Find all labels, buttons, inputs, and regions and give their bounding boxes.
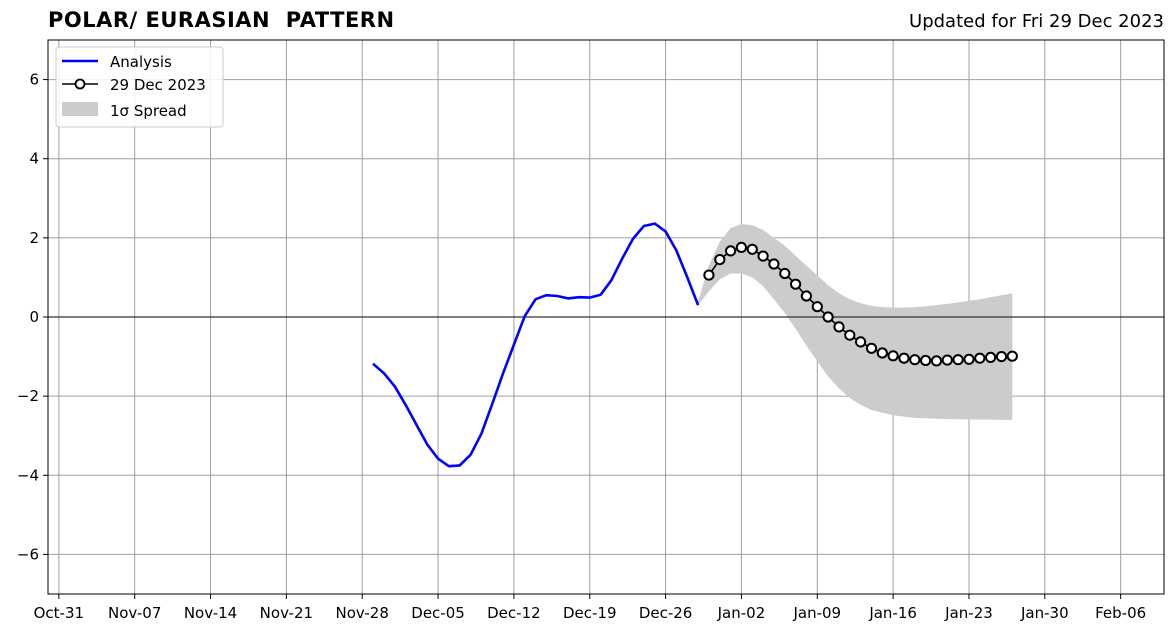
forecast-point	[725, 245, 737, 257]
forecast-point	[887, 350, 899, 362]
x-tick-label: Dec-19	[563, 604, 617, 622]
forecast-point	[757, 250, 769, 262]
analysis-series	[372, 222, 700, 468]
y-tick-label: 4	[29, 150, 39, 168]
forecast-point	[779, 267, 791, 280]
x-tick-label: Jan-02	[717, 604, 766, 622]
axis-ticks: Oct-31 Nov-07 Nov-14 Nov-21 Nov-28 Dec-05 Dec-…	[17, 71, 1146, 622]
x-tick-label: Dec-12	[487, 604, 541, 622]
forecast-point	[1006, 350, 1018, 362]
y-tick-label: 2	[29, 229, 39, 247]
y-tick-label: −4	[17, 466, 39, 484]
x-tick-label: Oct-31	[34, 604, 84, 622]
forecast-point	[941, 354, 953, 366]
forecast-point	[790, 278, 802, 290]
updated-date-label: Updated for Fri 29 Dec 2023	[909, 11, 1164, 32]
forecast-point	[855, 336, 867, 348]
forecast-point	[865, 342, 878, 354]
legend: Analysis 29 Dec 2023 1σ Spread	[55, 46, 224, 128]
x-tick-label: Jan-16	[868, 604, 917, 622]
x-tick-label: Feb-06	[1095, 604, 1146, 622]
x-tick-label: Nov-21	[260, 604, 313, 622]
forecast-point	[735, 241, 748, 253]
forecast-point	[703, 269, 715, 281]
x-tick-label: Nov-28	[336, 604, 389, 622]
forecast-point	[952, 354, 964, 366]
forecast-point	[930, 355, 943, 367]
x-tick-label: Dec-26	[639, 604, 693, 622]
forecast-point	[822, 311, 834, 323]
forecast-point	[811, 301, 823, 313]
forecast-point	[909, 354, 921, 366]
x-tick-label: Nov-07	[108, 604, 161, 622]
y-tick-label: 6	[29, 71, 39, 89]
forecast-point	[898, 352, 910, 364]
y-tick-label: −2	[17, 387, 39, 405]
x-tick-label: Jan-23	[944, 604, 993, 622]
forecast-point	[920, 354, 932, 367]
x-tick-label: Nov-14	[184, 604, 237, 622]
forecast-point	[974, 352, 986, 364]
forecast-point	[714, 254, 726, 266]
forecast-point	[963, 353, 975, 365]
y-tick-label: 0	[29, 308, 39, 326]
forecast-point	[995, 351, 1008, 363]
forecast-point	[768, 258, 780, 270]
x-tick-label: Jan-09	[792, 604, 841, 622]
forecast-point	[746, 243, 758, 255]
x-tick-label: Jan-30	[1020, 604, 1069, 622]
forecast-point	[800, 290, 813, 302]
legend-forecast-label: 29 Dec 2023	[110, 76, 206, 94]
forecast-point	[985, 351, 997, 363]
forecast-point	[876, 347, 888, 359]
spread-layer	[698, 224, 1013, 420]
forecast-point	[833, 321, 845, 333]
legend-forecast-marker	[74, 78, 86, 90]
legend-analysis-label: Analysis	[110, 53, 172, 71]
forecast-point	[844, 329, 856, 341]
forecast-series	[703, 241, 1018, 367]
analysis-line	[372, 222, 700, 468]
spread-band	[698, 224, 1013, 420]
y-tick-label: −6	[17, 545, 39, 563]
legend-spread-label: 1σ Spread	[110, 102, 187, 120]
legend-spread-swatch	[62, 102, 98, 116]
x-tick-label: Dec-05	[411, 604, 465, 622]
chart-title: POLAR/ EURASIAN PATTERN	[48, 8, 395, 32]
